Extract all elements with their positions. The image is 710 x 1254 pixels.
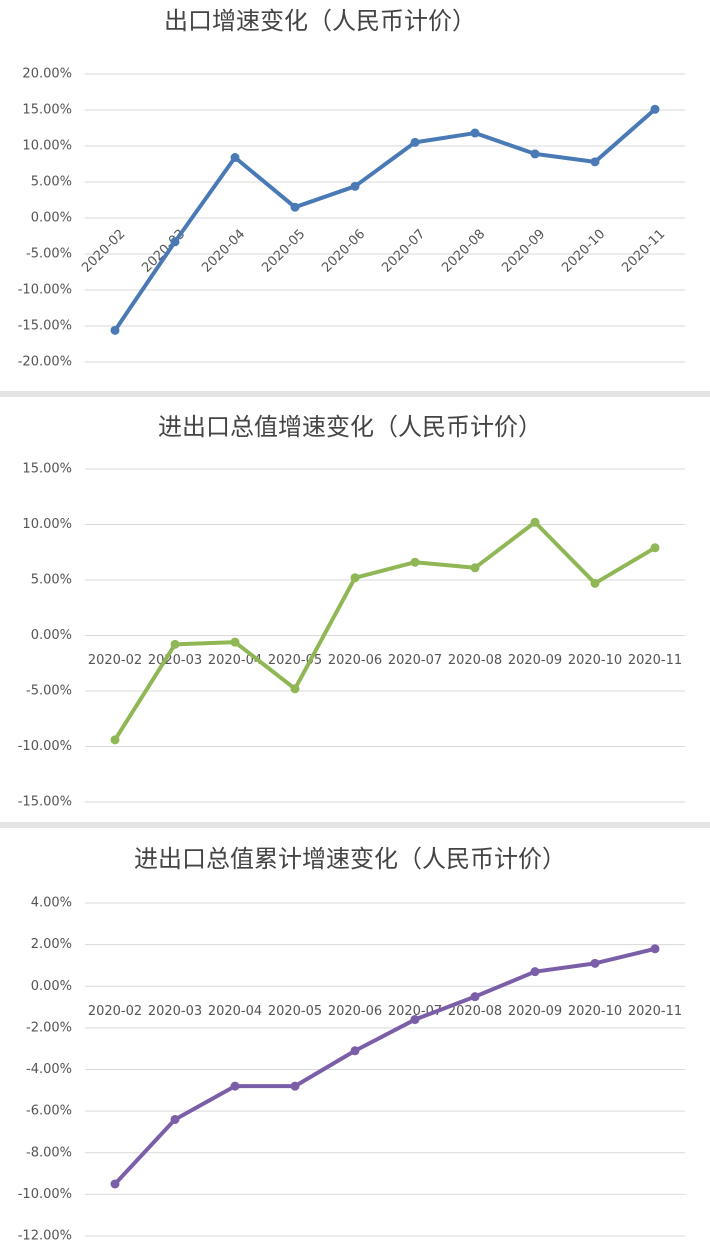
y-tick-label: 5.00% [31, 573, 72, 588]
x-tick-label: 2020-02 [88, 1004, 142, 1019]
x-tick-label: 2020-04 [199, 227, 248, 276]
chart-title: 出口增速变化（人民币计价） [164, 7, 476, 35]
x-tick-label: 2020-10 [559, 227, 608, 276]
point [290, 1081, 300, 1091]
point [470, 563, 480, 573]
y-tick-label: 15.00% [22, 103, 72, 118]
x-tick-label: 2020-11 [619, 227, 668, 276]
series-line [113, 107, 657, 332]
point [110, 1179, 120, 1189]
separator [0, 391, 710, 397]
y-tick-label: 5.00% [31, 175, 72, 190]
point [530, 967, 540, 977]
point [350, 1046, 360, 1056]
x-tick-label: 2020-09 [508, 1004, 562, 1019]
point [650, 543, 660, 553]
y-tick-label: -10.00% [18, 283, 72, 298]
y-tick-label: -5.00% [26, 247, 72, 262]
point [110, 735, 120, 745]
y-tick-label: 10.00% [22, 517, 72, 532]
x-tick-label: 2020-08 [448, 653, 502, 668]
point [410, 137, 420, 147]
point [590, 578, 600, 588]
point [350, 573, 360, 583]
point [650, 104, 660, 114]
x-tick-label: 2020-09 [499, 227, 548, 276]
y-tick-label: -15.00% [18, 795, 72, 810]
y-tick-label: -20.00% [18, 355, 72, 370]
point [170, 1114, 180, 1124]
y-tick-label: -5.00% [26, 684, 72, 699]
x-tick-label: 2020-03 [148, 1004, 202, 1019]
x-tick-label: 2020-10 [568, 1004, 622, 1019]
x-tick-label: 2020-04 [208, 653, 262, 668]
point [170, 639, 180, 649]
point [350, 181, 360, 191]
y-tick-label: -10.00% [18, 1187, 72, 1202]
y-tick-label: -15.00% [18, 319, 72, 334]
y-tick-label: -4.00% [26, 1062, 72, 1077]
x-tick-label: 2020-06 [328, 1004, 382, 1019]
point [470, 992, 480, 1002]
point [590, 958, 600, 968]
point [410, 1015, 420, 1025]
x-tick-label: 2020-08 [448, 1004, 502, 1019]
y-tick-label: 15.00% [22, 462, 72, 477]
point [530, 149, 540, 159]
point [410, 557, 420, 567]
y-tick-label: 20.00% [22, 67, 72, 82]
x-tick-label: 2020-06 [319, 227, 368, 276]
point [230, 153, 240, 163]
x-tick-label: 2020-11 [628, 653, 682, 668]
y-tick-label: -6.00% [26, 1104, 72, 1119]
x-tick-label: 2020-03 [148, 653, 202, 668]
point [230, 637, 240, 647]
point [530, 517, 540, 527]
series-line [113, 946, 656, 1186]
x-tick-label: 2020-10 [568, 653, 622, 668]
y-tick-label: -2.00% [26, 1020, 72, 1035]
point [170, 237, 180, 247]
y-tick-label: 2.00% [31, 937, 72, 952]
y-tick-label: 0.00% [31, 628, 72, 643]
y-tick-label: 4.00% [31, 896, 72, 911]
x-tick-label: 2020-05 [268, 1004, 322, 1019]
point [650, 944, 660, 954]
series-line [113, 520, 657, 741]
point [590, 157, 600, 167]
x-tick-label: 2020-05 [259, 227, 308, 276]
point [290, 202, 300, 212]
x-tick-label: 2020-11 [628, 1004, 682, 1019]
x-tick-label: 2020-02 [88, 653, 142, 668]
separator [0, 822, 710, 828]
x-tick-label: 2020-04 [208, 1004, 262, 1019]
x-tick-label: 2020-07 [388, 653, 442, 668]
y-tick-label: -12.00% [18, 1229, 72, 1244]
point [290, 684, 300, 694]
y-tick-label: -10.00% [18, 739, 72, 754]
x-tick-label: 2020-07 [379, 227, 428, 276]
chart-title: 进出口总值增速变化（人民币计价） [158, 413, 542, 441]
point [230, 1081, 240, 1091]
x-tick-label: 2020-06 [328, 653, 382, 668]
y-tick-label: 10.00% [22, 139, 72, 154]
chart-title: 进出口总值累计增速变化（人民币计价） [134, 845, 566, 873]
y-tick-label: 0.00% [31, 979, 72, 994]
y-tick-label: 0.00% [31, 211, 72, 226]
x-tick-label: 2020-09 [508, 653, 562, 668]
point [110, 325, 120, 335]
point [470, 128, 480, 138]
x-tick-label: 2020-02 [79, 227, 128, 276]
x-tick-label: 2020-08 [439, 227, 488, 276]
y-tick-label: -8.00% [26, 1145, 72, 1160]
